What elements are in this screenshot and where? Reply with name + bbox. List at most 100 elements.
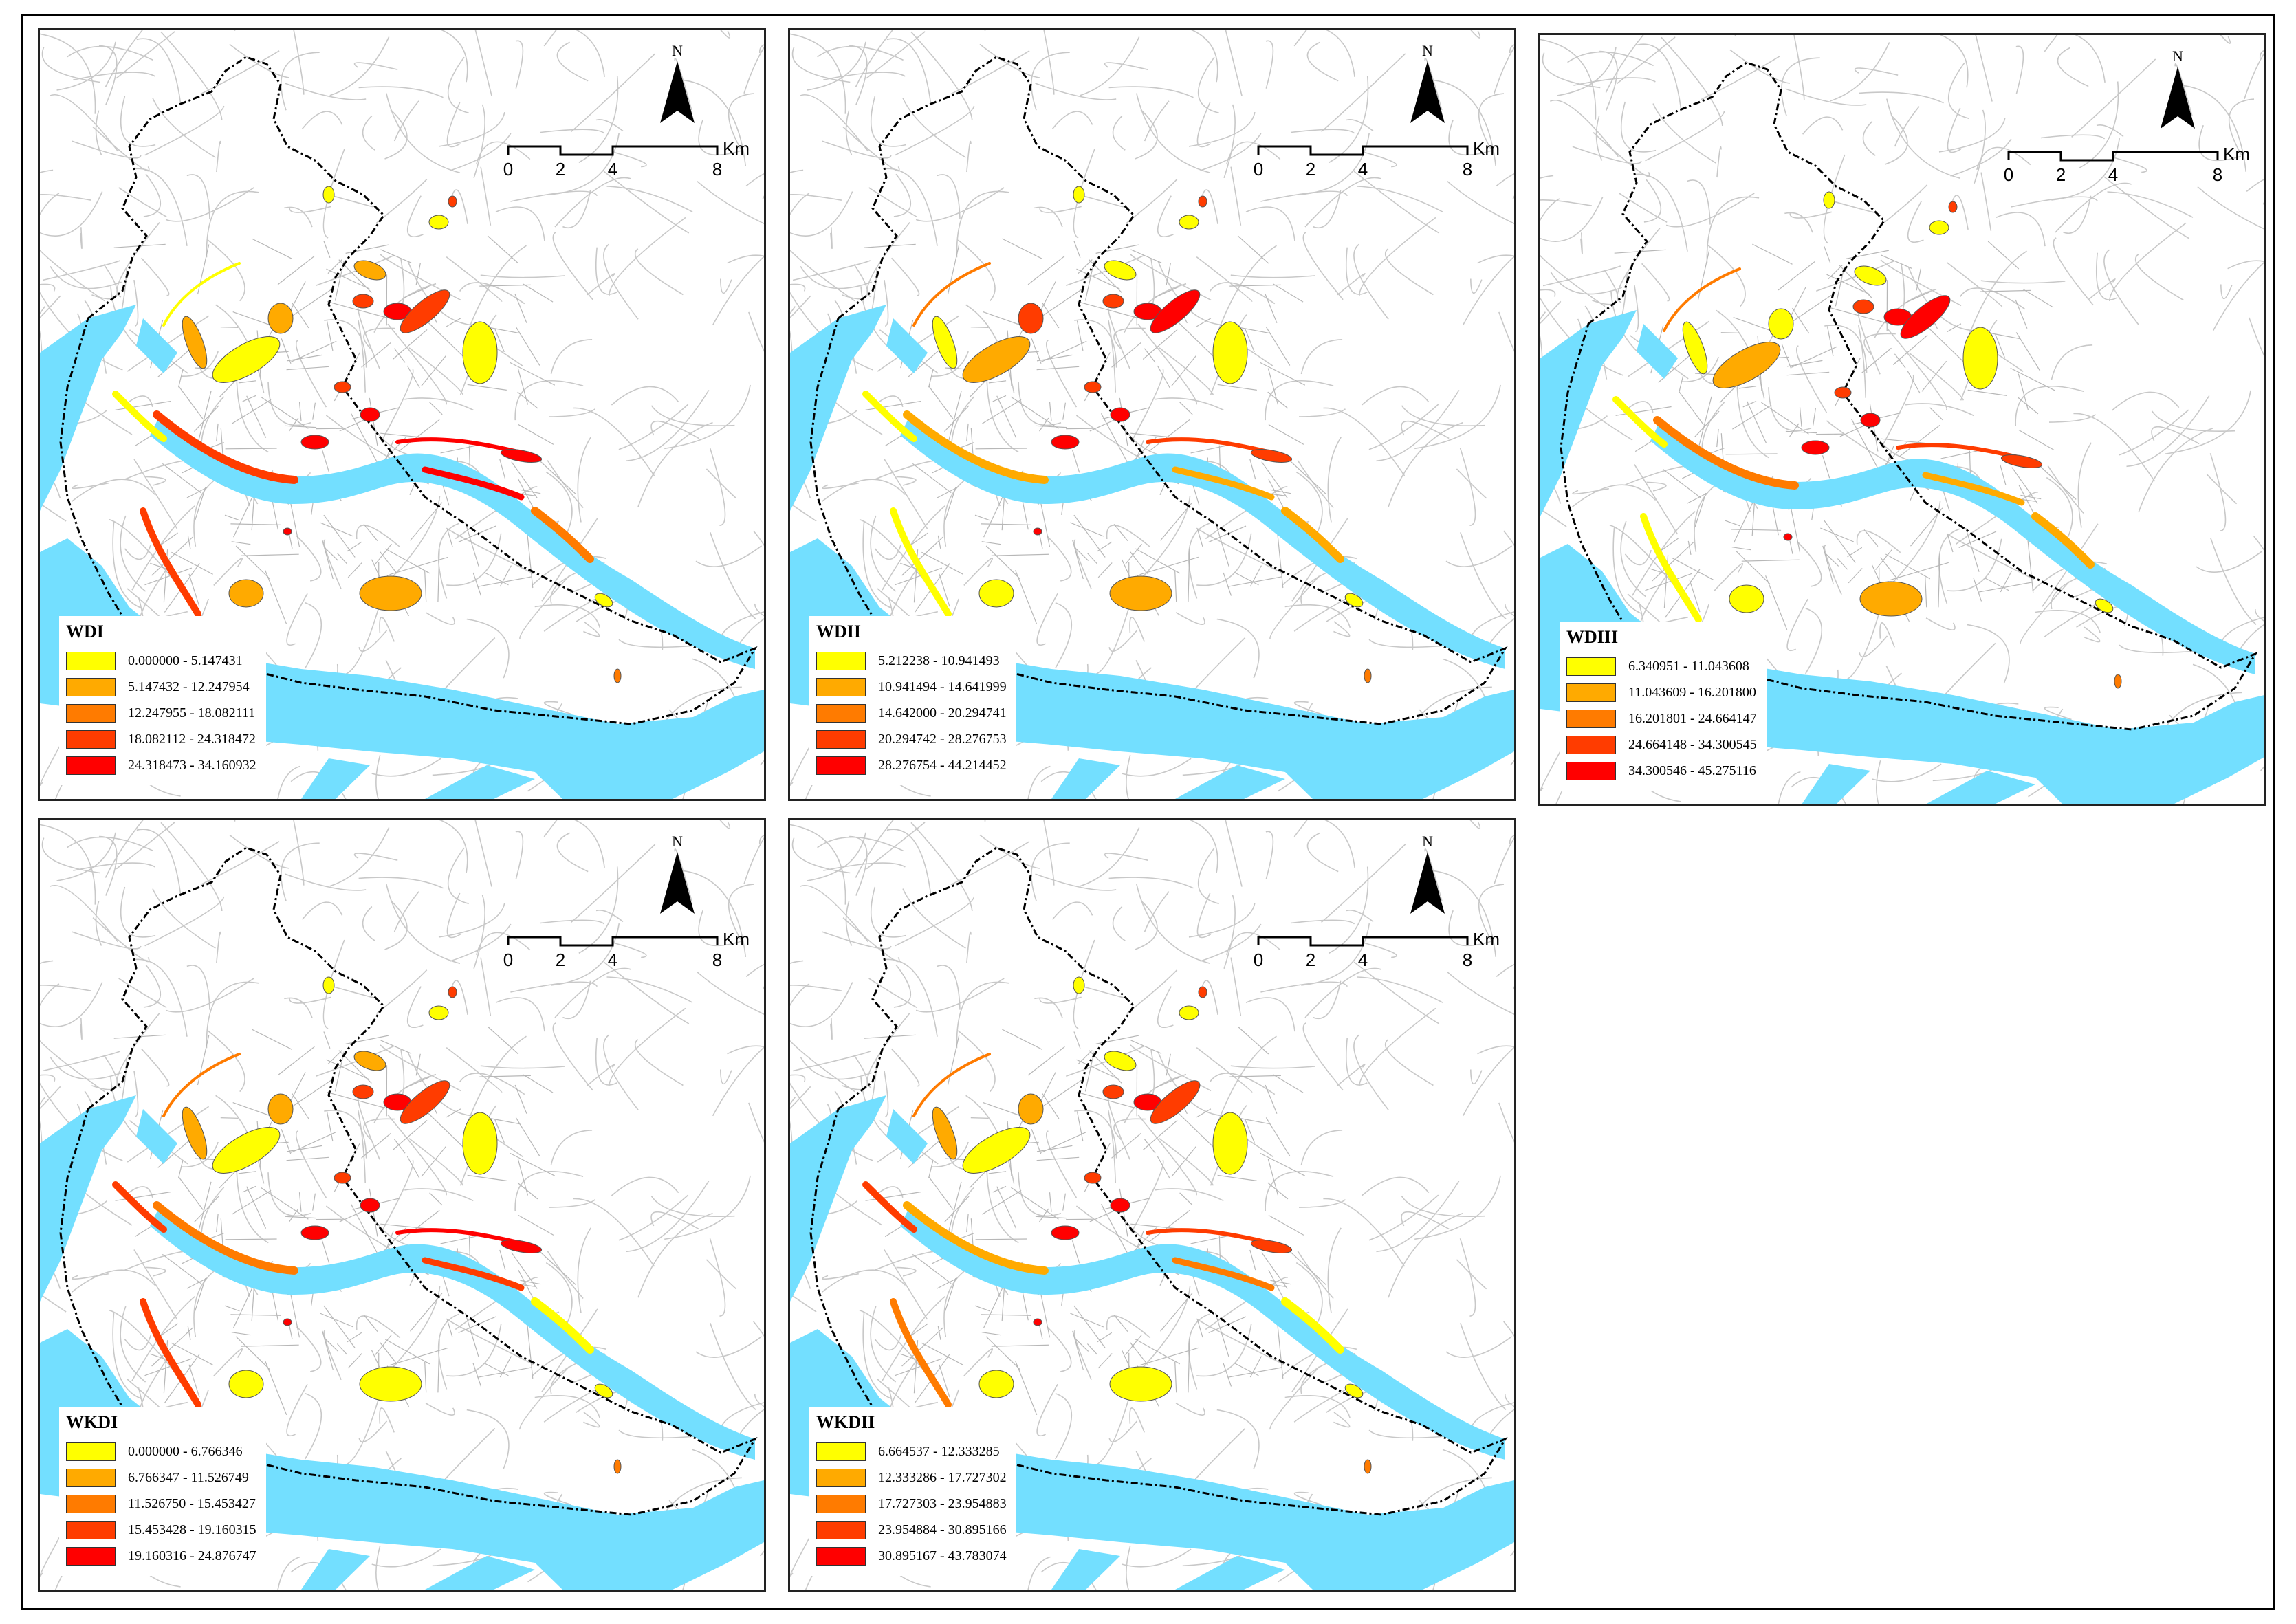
scale-bar: 0 2 4 8 Km	[1253, 923, 1500, 978]
legend-entry: 6.766347 - 11.526749	[66, 1464, 256, 1491]
greenspace-patch	[962, 336, 1031, 383]
greenspace-patch	[1859, 581, 1923, 617]
river-segment	[790, 305, 886, 511]
greenspace-patch	[1073, 976, 1085, 994]
scale-tick-label: 0	[1253, 950, 1264, 970]
scale-bar-line	[507, 145, 719, 156]
greenspace-patch	[462, 321, 498, 384]
greenspace-strip	[422, 1257, 525, 1291]
river-segment	[1051, 1549, 1120, 1590]
scale-unit-label: Km	[2223, 144, 2250, 164]
legend-swatch	[66, 1546, 116, 1566]
north-arrow-icon	[660, 61, 695, 123]
scale-tick-label: 0	[2003, 164, 2014, 185]
greenspace-strip	[140, 1298, 201, 1408]
river-segment	[1540, 310, 1637, 516]
greenspace-patch	[1344, 593, 1364, 608]
scale-tick-label: 8	[1462, 950, 1473, 970]
greenspace-strip	[1663, 267, 1741, 332]
river-segment	[40, 305, 136, 511]
legend-class-label: 24.664148 - 34.300545	[1628, 736, 1757, 752]
scale-tick-label: 8	[2212, 164, 2223, 185]
greenspace-strip	[890, 507, 952, 617]
greenspace-patch	[448, 195, 457, 208]
river-segment	[900, 1205, 1505, 1460]
greenspace-strip	[912, 1053, 991, 1117]
legend-entry: 20.294742 - 28.276753	[816, 726, 1007, 752]
scale-unit-label: Km	[1473, 138, 1500, 159]
legend-entry: 24.318473 - 34.160932	[66, 752, 256, 778]
legend-class-label: 28.276754 - 44.214452	[878, 757, 1007, 773]
greenspace-strip	[153, 410, 298, 484]
greenspace-strip	[531, 1297, 594, 1354]
legend-entry: 11.526750 - 15.453427	[66, 1491, 256, 1517]
river-segment	[452, 717, 521, 745]
greenspace-strip	[112, 391, 167, 442]
scale-bar: 0 2 4 8 Km	[2003, 138, 2250, 193]
scale-tick-label: 0	[503, 950, 514, 970]
legend-swatch	[816, 729, 866, 749]
scale-bar: 0 2 4 8 Km	[503, 923, 750, 978]
scale-tick-label: 2	[2055, 164, 2066, 185]
greenspace-patch	[594, 593, 613, 608]
greenspace-patch	[352, 294, 374, 309]
legend-class-label: 0.000000 - 5.147431	[128, 652, 243, 668]
north-arrow-icon	[1410, 852, 1445, 914]
scale-bar: 0 2 4 8 Km	[1254, 133, 1500, 188]
legend-swatch	[66, 729, 116, 749]
river-segment	[150, 415, 755, 669]
greenspace-strip	[112, 1181, 167, 1233]
greenspace-patch	[1768, 308, 1794, 340]
legend-entry: 0.000000 - 6.766346	[66, 1438, 256, 1464]
legend-class-label: 19.160316 - 24.876747	[128, 1548, 256, 1563]
scale-bar-segments	[507, 145, 719, 156]
legend-class-label: 16.201801 - 24.664147	[1628, 710, 1757, 726]
legend-swatch	[66, 677, 116, 696]
scale-bar-segments	[1257, 936, 1469, 947]
greenspace-patch	[1212, 1112, 1248, 1175]
legend-class-label: 11.526750 - 15.453427	[128, 1495, 256, 1511]
greenspace-patch	[1084, 381, 1102, 393]
legend-entry: 6.664537 - 12.333285	[816, 1438, 1007, 1464]
greenspace-patch	[212, 1127, 281, 1174]
legend-swatch	[66, 1468, 116, 1487]
map-panel-wdi: N 0 2 4 8 Km WDI 0.000000 - 5.147431 5.147432 - …	[38, 28, 766, 801]
legend-swatch	[66, 703, 116, 723]
scale-tick-label: 2	[1305, 950, 1316, 970]
legend-class-label: 12.247955 - 18.082111	[128, 705, 256, 721]
river-segment	[1051, 758, 1120, 799]
greenspace-patch	[594, 1383, 613, 1398]
legend-entry: 0.000000 - 5.147431	[66, 648, 256, 674]
greenspace-patch	[462, 1112, 498, 1175]
greenspace-patch	[267, 303, 294, 334]
greenspace-patch	[352, 1084, 374, 1099]
greenspace-patch	[1033, 527, 1042, 536]
river-segment	[425, 765, 535, 799]
legend-entry: 14.642000 - 20.294741	[816, 700, 1007, 726]
legend-entry: 18.082112 - 24.318472	[66, 726, 256, 752]
greenspace-patch	[500, 1240, 543, 1253]
map-legend: WDII 5.212238 - 10.941493 10.941494 - 14.6…	[809, 616, 1016, 785]
legend-entry: 17.727303 - 23.954883	[816, 1491, 1007, 1517]
greenspace-patch	[334, 1172, 351, 1184]
greenspace-patch	[978, 579, 1014, 608]
greenspace-patch	[300, 435, 329, 450]
river-segment	[886, 1109, 928, 1164]
greenspace-strip	[1281, 1297, 1344, 1354]
north-arrow: N	[657, 833, 698, 929]
legend-swatch	[66, 1520, 116, 1539]
river-segment	[1203, 717, 1271, 745]
greenspace-patch	[182, 1106, 208, 1160]
scale-tick-label: 4	[2108, 164, 2119, 185]
legend-class-label: 17.727303 - 23.954883	[878, 1495, 1007, 1511]
greenspace-patch	[1948, 201, 1958, 213]
greenspace-patch	[359, 1366, 422, 1402]
greenspace-patch	[1344, 1383, 1364, 1398]
map-legend: WKDI 0.000000 - 6.766346 6.766347 - 11.526…	[59, 1407, 266, 1576]
greenspace-patch	[1084, 1172, 1102, 1184]
legend-entry: 23.954884 - 30.895166	[816, 1517, 1007, 1543]
greenspace-patch	[1198, 195, 1207, 208]
legend-entry: 24.664148 - 34.300545	[1566, 732, 1757, 758]
scale-tick-label: 4	[1357, 159, 1368, 179]
north-arrow-icon	[660, 852, 695, 914]
